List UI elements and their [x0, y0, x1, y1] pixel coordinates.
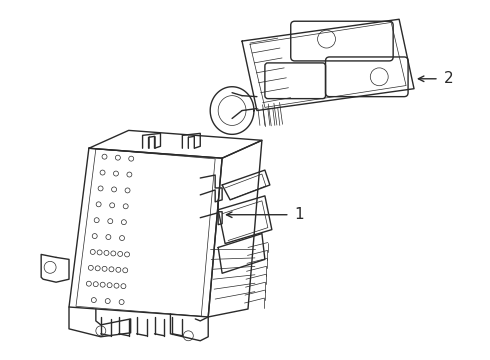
Text: 2: 2: [444, 71, 453, 86]
Text: 1: 1: [294, 207, 304, 222]
